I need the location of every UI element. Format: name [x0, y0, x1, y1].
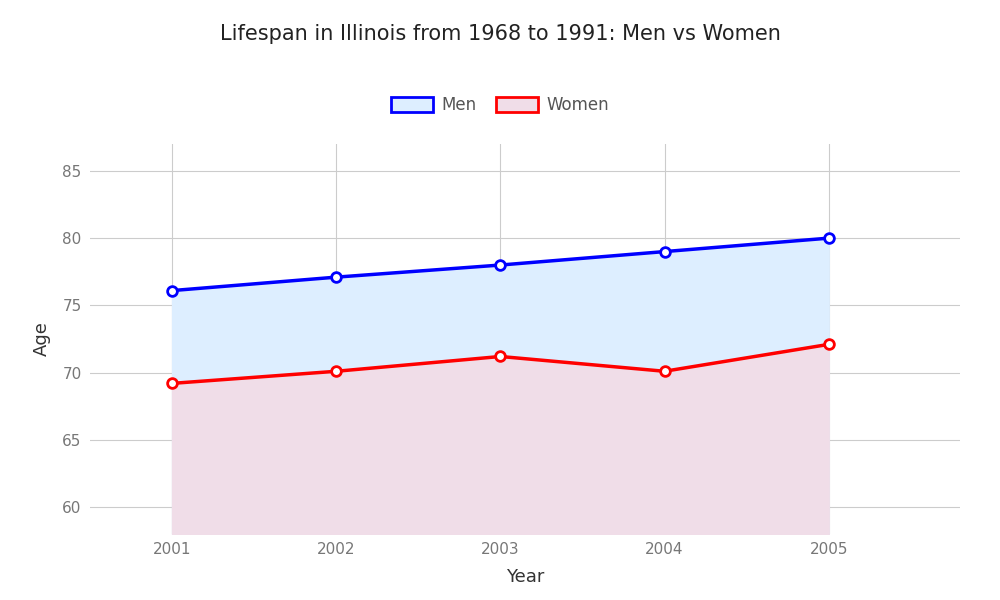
Y-axis label: Age: Age: [33, 322, 51, 356]
X-axis label: Year: Year: [506, 568, 544, 586]
Text: Lifespan in Illinois from 1968 to 1991: Men vs Women: Lifespan in Illinois from 1968 to 1991: …: [220, 24, 780, 44]
Legend: Men, Women: Men, Women: [384, 89, 616, 121]
